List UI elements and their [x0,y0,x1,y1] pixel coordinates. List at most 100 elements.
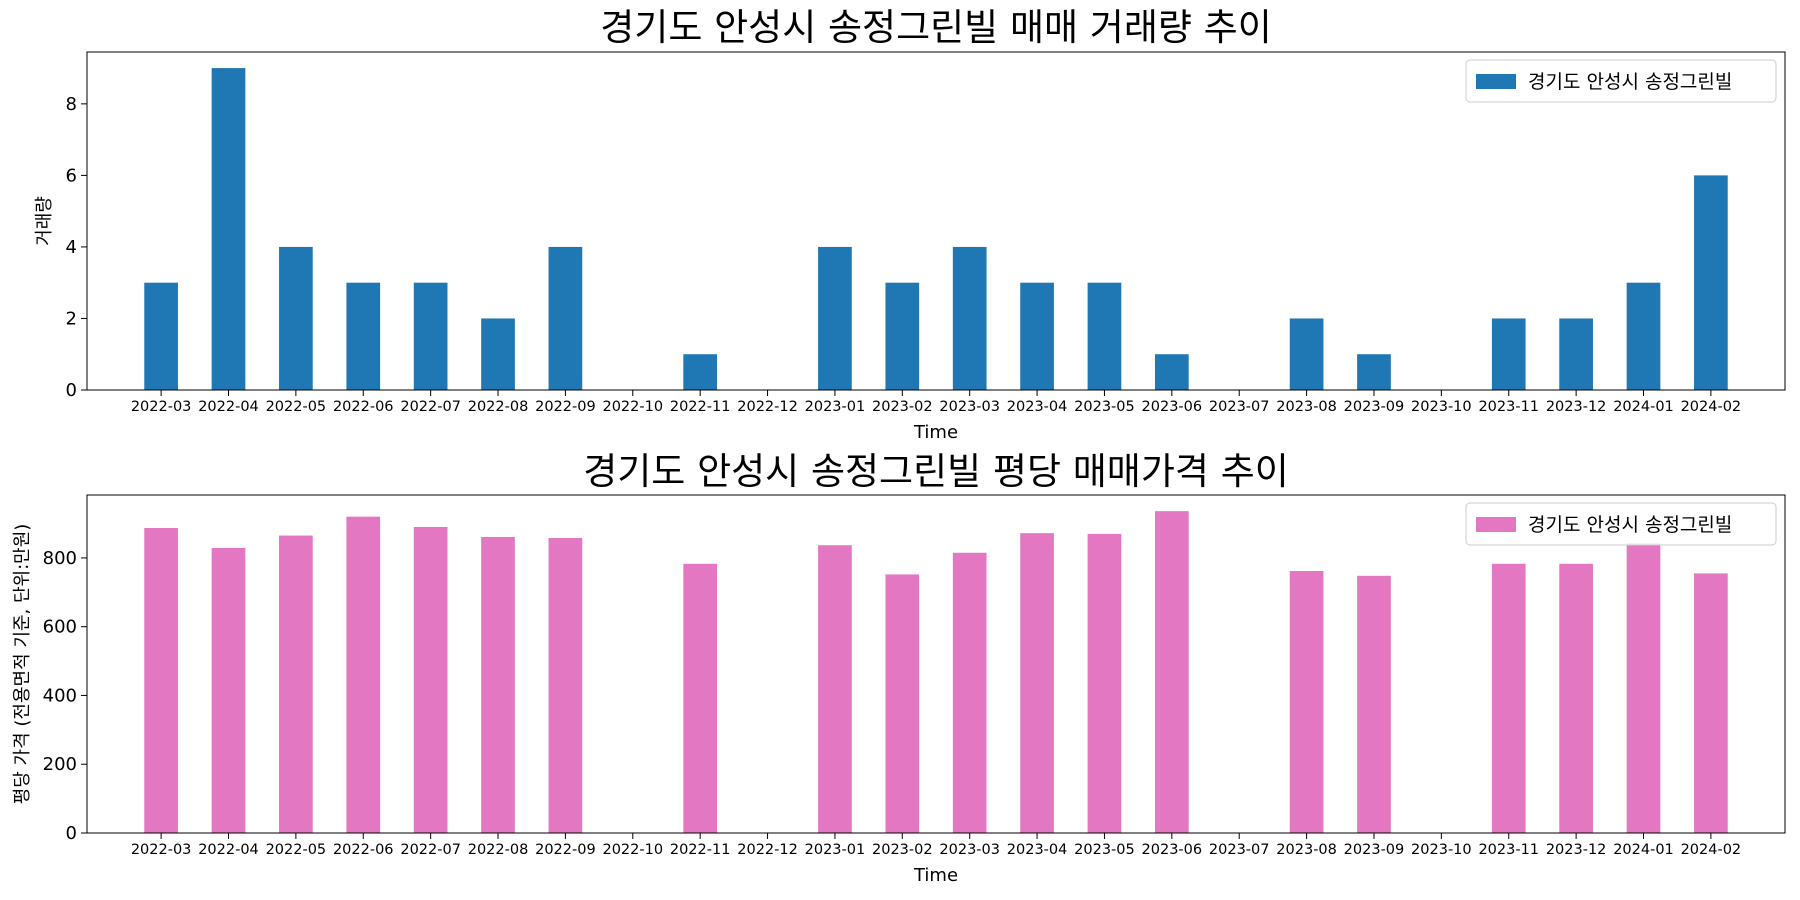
x-tick-label: 2024-02 [1681,842,1742,858]
plot-frame [86,494,1786,834]
x-tick-label: 2022-11 [670,399,731,415]
bar-2022-09 [548,537,583,833]
chart-title: 경기도 안성시 송정그린빌 매매 거래량 추이 [600,6,1272,49]
bar-2023-11 [1491,318,1526,390]
x-axis-label: Time [913,865,958,886]
chart-title: 경기도 안성시 송정그린빌 평당 매매가격 추이 [583,450,1289,493]
bar-2022-06 [346,282,381,390]
x-tick-label: 2023-04 [1007,842,1068,858]
x-tick-label: 2022-03 [131,842,192,858]
bar-2023-06 [1154,511,1189,833]
bar-2023-12 [1559,318,1593,390]
x-tick-label: 2022-09 [535,842,596,858]
bar-2024-01 [1626,543,1661,833]
x-tick-label: 2022-06 [333,842,394,858]
x-tick-label: 2022-06 [333,399,394,415]
bar-2023-02 [885,282,920,390]
x-tick-label: 2022-07 [400,399,461,415]
bar-2023-01 [818,545,852,833]
legend-swatch [1476,74,1516,89]
x-tick-label: 2024-01 [1613,842,1674,858]
x-tick-label: 2023-09 [1344,842,1405,858]
x-tick-label: 2023-11 [1478,842,1539,858]
bar-2023-04 [1020,533,1054,833]
legend-label: 경기도 안성시 송정그린빌 [1528,71,1732,93]
bar-2022-08 [481,318,515,390]
x-tick-label: 2023-12 [1546,842,1607,858]
x-tick-label: 2023-06 [1142,842,1203,858]
x-tick-label: 2024-02 [1681,399,1742,415]
legend-label: 경기도 안성시 송정그린빌 [1528,514,1732,536]
x-tick-label: 2023-07 [1209,399,1270,415]
x-tick-label: 2023-03 [939,842,1000,858]
x-tick-label: 2022-03 [131,399,192,415]
bar-2024-02 [1694,175,1728,390]
bar-2023-11 [1491,563,1526,833]
bar-2024-01 [1626,282,1661,390]
bar-2023-12 [1559,563,1593,833]
y-tick-label: 200 [43,754,77,775]
bar-2023-08 [1289,570,1324,833]
bar-2022-05 [279,535,313,833]
x-tick-label: 2023-08 [1276,399,1337,415]
bar-2022-04 [211,547,246,833]
x-tick-label: 2022-11 [670,842,731,858]
x-tick-label: 2023-01 [805,399,866,415]
bar-2022-03 [144,282,178,390]
bar-2023-03 [952,552,987,833]
chart-panel-1: 경기도 안성시 송정그린빌 매매 거래량 추이 0 2 4 6 8 2022-03 2022-… [34,6,1786,443]
bar-2023-05 [1087,282,1122,390]
bar-2023-06 [1154,354,1189,390]
bar-2024-02 [1694,573,1728,833]
bar-2022-08 [481,536,515,833]
bar-2022-06 [346,516,381,833]
x-tick-label: 2023-06 [1142,399,1203,415]
x-tick-label: 2023-02 [872,399,933,415]
x-tick-label: 2023-09 [1344,399,1405,415]
x-tick-label: 2022-10 [602,842,663,858]
bar-2022-04 [211,68,246,390]
x-tick-label: 2022-04 [198,842,259,858]
x-tick-label: 2023-07 [1209,842,1270,858]
x-tick-label: 2022-05 [266,842,327,858]
y-axis-label: 거래량 [34,196,55,246]
y-tick-label: 600 [43,617,77,638]
y-tick-label: 0 [66,380,77,401]
legend-box [1465,502,1777,546]
y-tick-label: 800 [43,548,77,569]
bar-2022-05 [279,246,313,390]
x-tick-label: 2022-08 [468,842,529,858]
bar-2023-09 [1357,575,1391,833]
bar-2022-09 [548,246,583,390]
legend: 경기도 안성시 송정그린빌 [1465,502,1777,546]
bar-2023-05 [1087,533,1122,833]
legend-swatch [1476,517,1516,532]
x-tick-label: 2023-08 [1276,842,1337,858]
x-tick-label: 2023-10 [1411,842,1472,858]
chart-panel-2: 경기도 안성시 송정그린빌 평당 매매가격 추이 0 200 400 600 800 202… [12,450,1786,886]
x-tick-label: 2023-03 [939,399,1000,415]
bar-2023-09 [1357,354,1391,390]
x-tick-label: 2023-12 [1546,399,1607,415]
plot-frame [86,51,1786,391]
x-tick-label: 2023-10 [1411,399,1472,415]
x-tick-label: 2023-01 [805,842,866,858]
x-tick-label: 2022-10 [602,399,663,415]
x-axis-label: Time [913,422,958,443]
y-tick-label: 6 [66,165,77,186]
x-tick-label: 2022-07 [400,842,461,858]
x-tick-label: 2022-08 [468,399,529,415]
y-tick-label: 4 [66,237,77,258]
bar-2023-04 [1020,282,1054,390]
bar-2023-08 [1289,318,1324,390]
bar-2022-03 [144,528,178,833]
y-axis-label: 평당 가격 (전용면적 기준, 단위:만원) [12,524,33,805]
legend-box [1465,59,1777,103]
bar-2022-11 [683,563,718,833]
bar-2022-11 [683,354,718,390]
bar-2023-01 [818,246,852,390]
x-tick-label: 2023-05 [1074,842,1135,858]
y-tick-label: 8 [66,94,77,115]
bar-2023-02 [885,574,920,833]
